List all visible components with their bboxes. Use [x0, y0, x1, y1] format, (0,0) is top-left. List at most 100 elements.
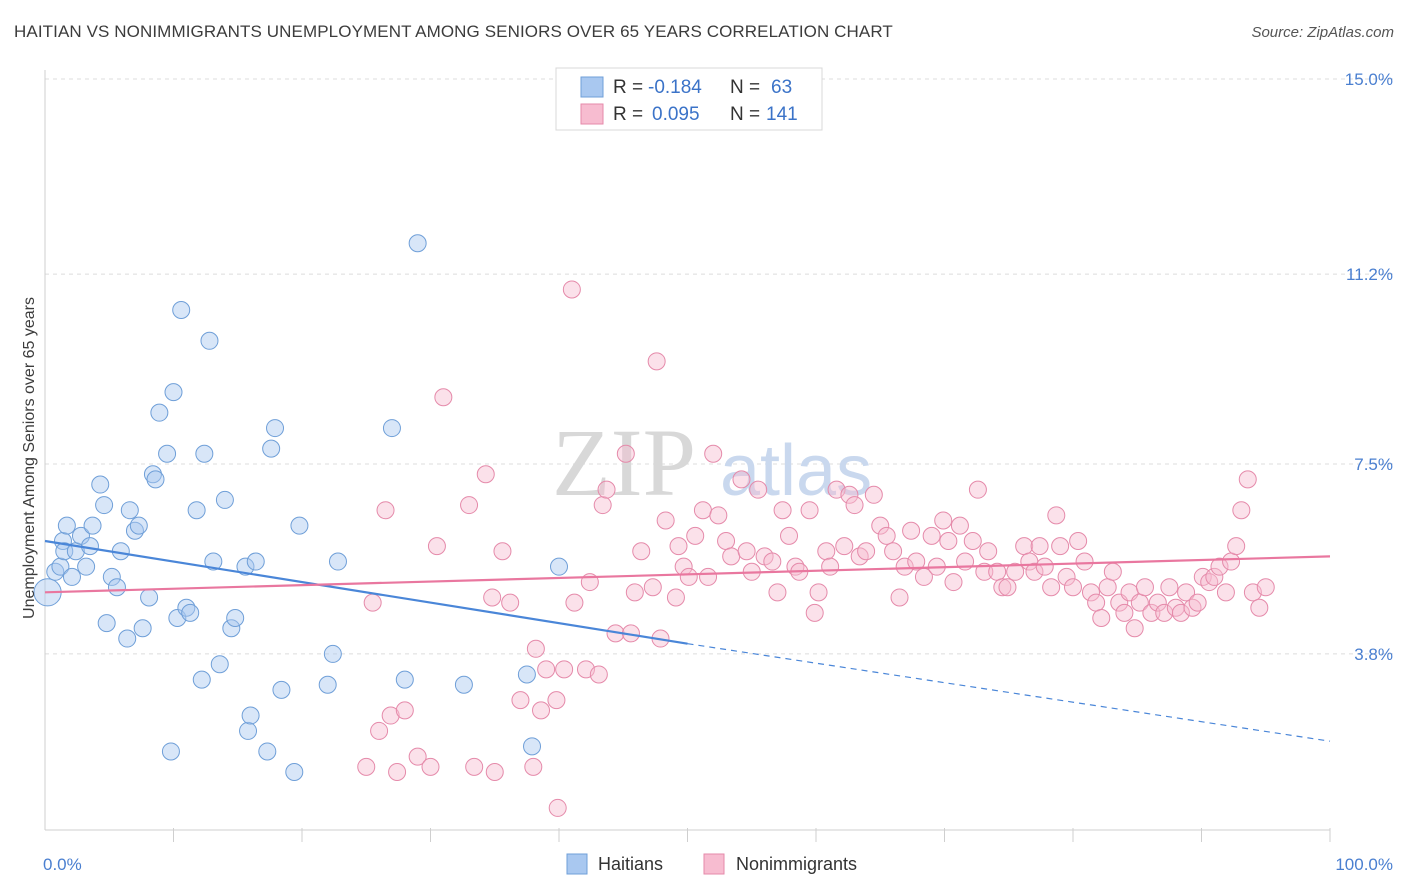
nonimmigrants-point	[686, 526, 705, 545]
haitians-point	[118, 629, 137, 648]
haitians-point	[236, 557, 255, 576]
nonimmigrants-point	[381, 706, 400, 725]
haitians-point	[517, 665, 536, 684]
legend-r-value-nonimmigrants: 0.095	[652, 104, 700, 125]
nonimmigrants-point	[1057, 567, 1076, 586]
nonimmigrants-point	[1177, 583, 1196, 602]
haitians-point	[71, 526, 90, 545]
nonimmigrants-point	[593, 496, 612, 515]
nonimmigrants-point	[363, 593, 382, 612]
nonimmigrants-point	[555, 660, 574, 679]
haitians-point	[195, 444, 214, 463]
haitians-point	[290, 516, 309, 535]
nonimmigrants-point	[840, 485, 859, 504]
nonimmigrants-point	[737, 542, 756, 561]
legend-r-label-nonimmigrants: R =	[613, 104, 643, 125]
x-tick-label: 0.0%	[43, 855, 82, 874]
nonimmigrants-point	[857, 542, 876, 561]
nonimmigrants-point	[895, 557, 914, 576]
haitians-point	[102, 567, 121, 586]
nonimmigrants-point	[1183, 598, 1202, 617]
nonimmigrants-point	[501, 593, 520, 612]
bottom-legend-swatch-haitians	[566, 853, 588, 875]
trend-lines	[44, 539, 1331, 742]
legend-r-label-haitians: R =	[613, 77, 643, 98]
nonimmigrants-point	[1081, 583, 1100, 602]
nonimmigrants-point	[907, 552, 926, 571]
nonimmigrants-point	[1250, 598, 1269, 617]
nonimmigrants-point	[773, 501, 792, 520]
nonimmigrants-point	[589, 665, 608, 684]
nonimmigrants-point	[669, 537, 688, 556]
haitians-point	[266, 419, 285, 438]
legend-n-label-haitians: N =	[730, 77, 760, 98]
nonimmigrants-point	[1075, 552, 1094, 571]
nonimmigrants-point	[1216, 583, 1235, 602]
nonimmigrants-point	[1232, 501, 1251, 520]
legend-r-value-haitians: -0.184	[648, 77, 702, 98]
watermark-atlas: atlas	[720, 431, 872, 511]
nonimmigrants-point	[968, 480, 987, 499]
haitians-point	[91, 475, 110, 494]
haitians-point	[323, 644, 342, 663]
nonimmigrants-point	[1256, 578, 1275, 597]
nonimmigrants-point	[526, 639, 545, 658]
haitians-point	[97, 614, 116, 633]
haitians-point	[222, 619, 241, 638]
nonimmigrants-point	[944, 573, 963, 592]
nonimmigrants-point	[656, 511, 675, 530]
haitians-point	[550, 557, 568, 576]
nonimmigrants-point	[1160, 578, 1179, 597]
haitians-point	[133, 619, 152, 638]
nonimmigrants-point	[835, 537, 854, 556]
nonimmigrants-point	[963, 532, 982, 550]
nonimmigrants-point	[699, 567, 718, 586]
nonimmigrants-point	[1210, 557, 1229, 576]
haitians-point	[215, 490, 234, 509]
nonimmigrants-point	[427, 537, 446, 556]
nonimmigrants-point	[1030, 537, 1049, 556]
haitians-point	[77, 557, 96, 576]
nonimmigrants-point	[993, 578, 1012, 597]
legend-n-value-nonimmigrants: 141	[766, 104, 798, 125]
y-tick-label: 11.2%	[1346, 265, 1393, 284]
haitians-point	[318, 675, 337, 694]
nonimmigrants-point	[357, 757, 376, 776]
axes	[44, 70, 1331, 842]
nonimmigrants-point	[998, 578, 1017, 597]
nonimmigrants-point	[805, 603, 824, 622]
nonimmigrants-point	[1051, 537, 1070, 556]
haitians-point	[172, 301, 191, 319]
haitians-point	[51, 557, 70, 576]
nonimmigrants-point	[565, 593, 584, 612]
nonimmigrants-point	[465, 757, 484, 776]
nonimmigrants-trend-line	[44, 555, 1331, 594]
nonimmigrants-point	[817, 542, 836, 561]
nonimmigrants-point	[1200, 573, 1219, 592]
nonimmigrants-point	[597, 480, 616, 499]
nonimmigrants-point	[408, 747, 427, 766]
nonimmigrants-point	[1042, 578, 1061, 597]
nonimmigrants-point	[1035, 557, 1054, 576]
haitians-point	[140, 588, 159, 607]
nonimmigrants-point	[749, 480, 768, 499]
nonimmigrants-point	[732, 470, 751, 489]
x-tick-labels: 0.0% 100.0%	[43, 855, 1393, 874]
haitians-point	[161, 742, 180, 761]
nonimmigrants-point	[1205, 567, 1224, 586]
nonimmigrants-point	[395, 701, 414, 720]
legend-n-value-haitians: 63	[771, 77, 792, 98]
haitians-point	[120, 501, 139, 520]
nonimmigrants-point	[780, 526, 799, 545]
nonimmigrants-point	[647, 352, 666, 371]
nonimmigrants-point	[768, 583, 787, 602]
nonimmigrants-point	[1047, 506, 1066, 525]
nonimmigrants-point	[890, 588, 909, 607]
nonimmigrants-point	[877, 526, 896, 545]
haitians-point	[158, 444, 177, 463]
haitians-point	[241, 706, 260, 725]
legend-swatch-haitians	[580, 76, 604, 98]
haitians-point	[210, 655, 229, 674]
nonimmigrants-point	[1103, 562, 1122, 581]
